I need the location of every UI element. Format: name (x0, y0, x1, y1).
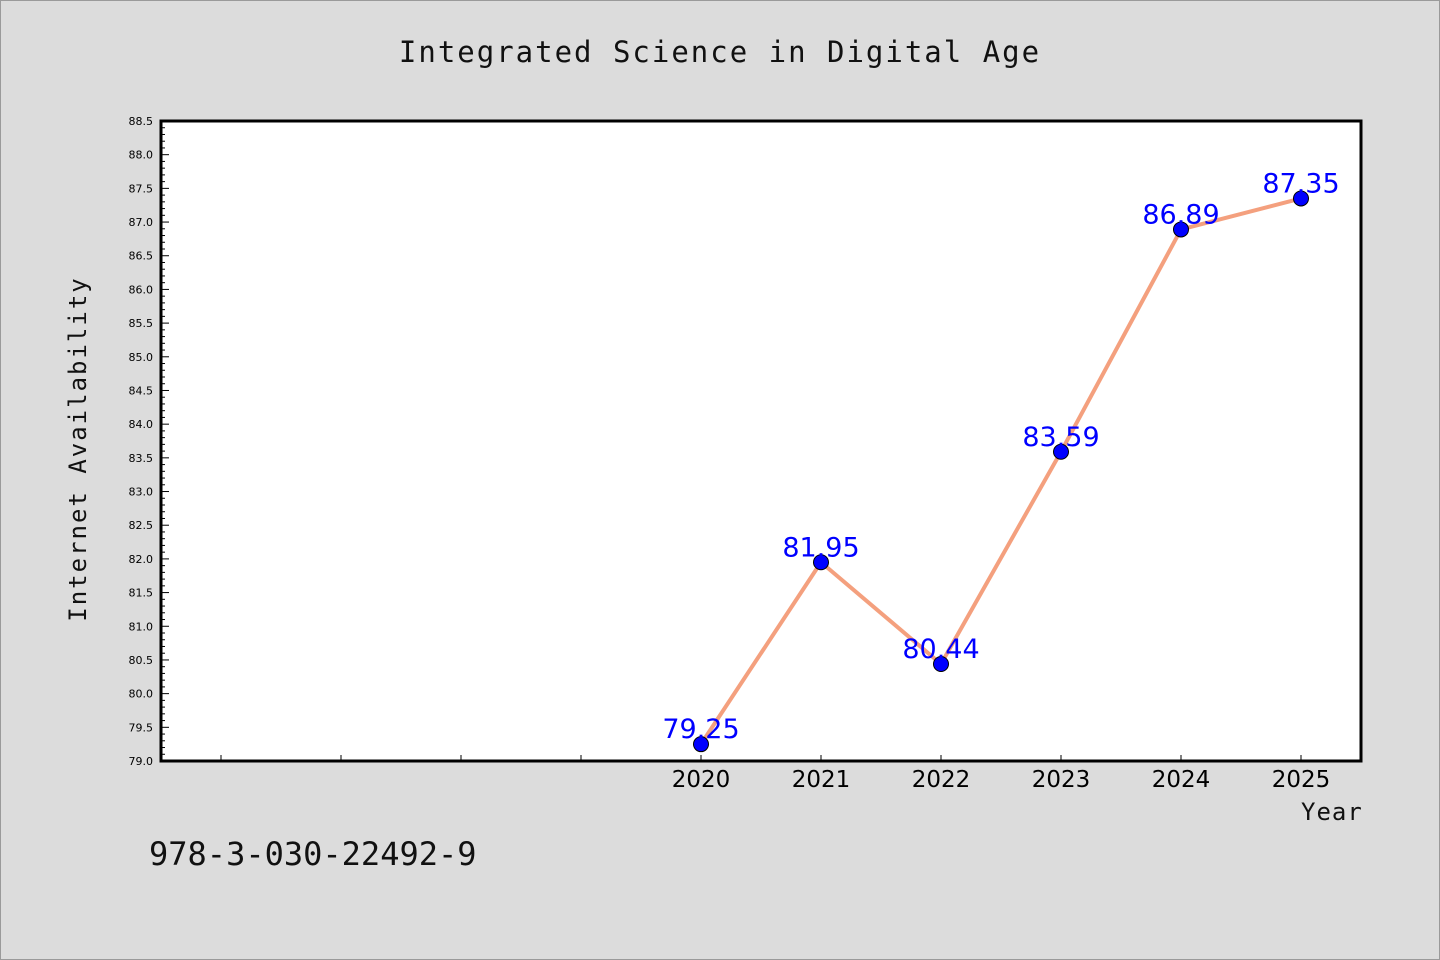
x-tick-label: 2022 (912, 767, 971, 793)
y-tick-labels: 79.0 79.5 80.0 80.5 81.0 81.5 82.0 82.5 83.0 83.5… (129, 115, 154, 768)
data-point (813, 554, 829, 571)
data-points (693, 190, 1309, 753)
y-tick-label: 82.5 (129, 519, 154, 532)
y-tick-label: 84.5 (129, 384, 154, 397)
y-tick-label: 80.5 (129, 654, 154, 667)
y-tick-label: 81.5 (129, 587, 154, 600)
y-tick-label: 86.5 (129, 250, 154, 263)
data-label: 83.59 (1022, 422, 1099, 453)
y-tick-label: 83.0 (129, 486, 154, 499)
x-tick-label: 2020 (672, 767, 731, 793)
x-tick-label: 2021 (792, 767, 851, 793)
data-label: 79.25 (662, 714, 739, 745)
data-labels: 79.25 81.95 80.44 83.59 86.89 87.35 (662, 168, 1339, 745)
data-label: 80.44 (902, 634, 979, 665)
y-tick-label: 81.0 (129, 620, 154, 633)
y-tick-label: 87.0 (129, 216, 154, 229)
data-point (1173, 221, 1189, 238)
data-point (1053, 443, 1069, 460)
x-tick-labels: 2020 2021 2022 2023 2024 2025 (672, 767, 1331, 793)
y-tick-label: 85.5 (129, 317, 154, 330)
y-tick-label: 88.5 (129, 115, 154, 128)
y-tick-label: 87.5 (129, 182, 154, 195)
y-tick-label: 83.5 (129, 452, 154, 465)
data-point (933, 655, 949, 672)
series-line (699, 196, 1303, 747)
x-tick-label: 2025 (1272, 767, 1331, 793)
y-tick-label: 88.0 (129, 149, 154, 162)
plot-frame (159, 119, 1363, 763)
x-axis-label: Year (1301, 798, 1363, 826)
footer-code: 978-3-030-22492-9 (149, 835, 477, 873)
x-tick-label: 2024 (1152, 767, 1211, 793)
data-point (693, 736, 709, 753)
x-tick-label: 2023 (1032, 767, 1091, 793)
y-tick-label: 85.0 (129, 351, 154, 364)
y-axis-label: Internet Availability (64, 276, 92, 622)
y-tick-label: 84.0 (129, 418, 154, 431)
data-point (1293, 190, 1309, 207)
data-label: 86.89 (1142, 199, 1219, 230)
data-label: 87.35 (1262, 168, 1339, 199)
y-tick-label: 79.0 (129, 755, 154, 768)
y-tick-label: 86.0 (129, 283, 154, 296)
data-label: 81.95 (782, 532, 859, 563)
series-line-group (699, 196, 1303, 747)
chart-title: Integrated Science in Digital Age (398, 35, 1042, 69)
y-tick-label: 79.5 (129, 721, 154, 734)
y-tick-label: 82.0 (129, 553, 154, 566)
y-tick-label: 80.0 (129, 688, 154, 701)
